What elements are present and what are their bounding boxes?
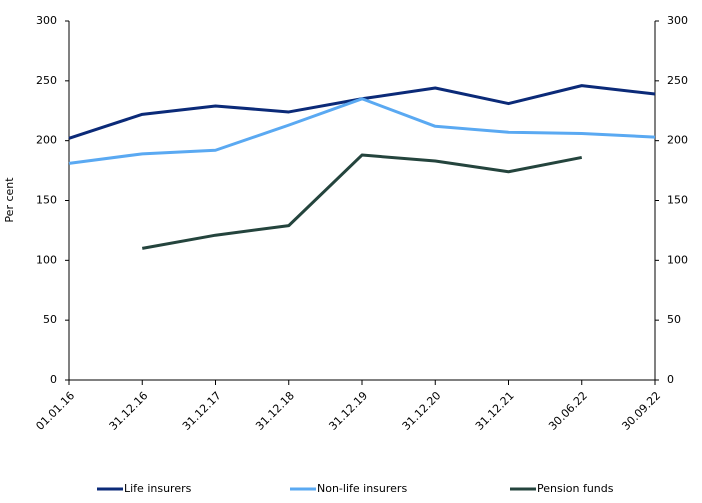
y-tick-label: 200 bbox=[36, 134, 57, 147]
x-tick-label: 31.12.16 bbox=[107, 389, 151, 433]
y2-tick-label: 300 bbox=[667, 14, 688, 27]
y-tick-label: 0 bbox=[50, 373, 57, 386]
x-tick-label: 30.06.22 bbox=[546, 389, 590, 433]
y2-tick-label: 50 bbox=[667, 313, 681, 326]
legend-label: Non-life insurers bbox=[317, 482, 407, 495]
line-series bbox=[68, 97, 656, 165]
y-tick-label: 250 bbox=[36, 74, 57, 87]
legend-label: Pension funds bbox=[537, 482, 614, 495]
x-tick-label: 31.12.17 bbox=[180, 389, 224, 433]
legend-label: Life insurers bbox=[124, 482, 192, 495]
y2-tick-label: 150 bbox=[667, 194, 688, 207]
y-tick-label: 300 bbox=[36, 14, 57, 27]
y2-tick-label: 250 bbox=[667, 74, 688, 87]
line-series bbox=[68, 84, 656, 140]
x-tick-label: 31.12.18 bbox=[253, 389, 297, 433]
x-tick-label: 30.09.22 bbox=[619, 389, 663, 433]
y-axis-label: Per cent bbox=[3, 177, 16, 223]
y-tick-label: 150 bbox=[36, 194, 57, 207]
y-tick-label: 50 bbox=[43, 313, 57, 326]
x-tick-label: 31.12.21 bbox=[473, 389, 517, 433]
y2-tick-label: 200 bbox=[667, 134, 688, 147]
y-tick-label: 100 bbox=[36, 253, 57, 266]
y2-tick-label: 0 bbox=[667, 373, 674, 386]
line-series bbox=[141, 153, 583, 250]
x-tick-label: 31.12.20 bbox=[400, 389, 444, 433]
y2-tick-label: 100 bbox=[667, 253, 688, 266]
x-tick-label: 01.01.16 bbox=[33, 389, 77, 433]
x-tick-label: 31.12.19 bbox=[326, 389, 370, 433]
